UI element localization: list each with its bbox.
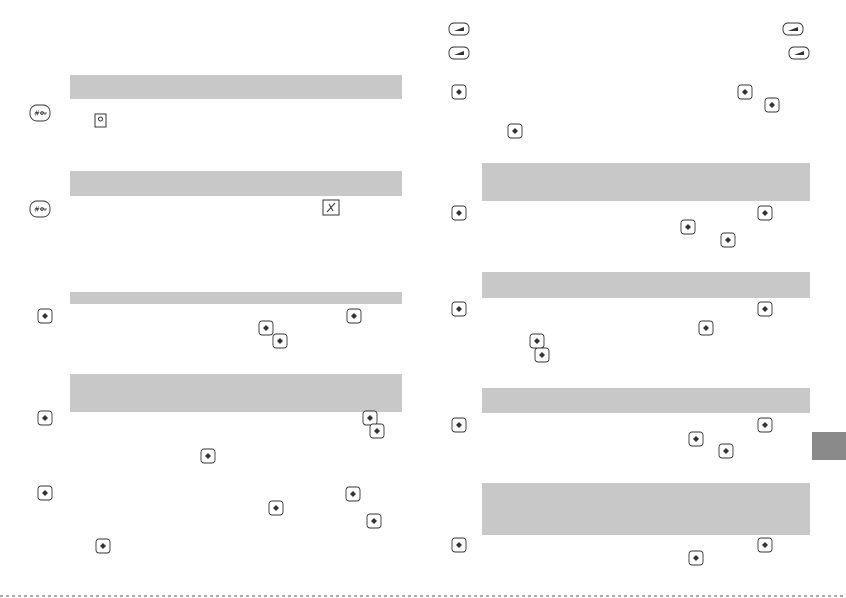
- nav-key: [369, 423, 385, 439]
- section-bar: [70, 171, 402, 196]
- nav-key: [757, 301, 773, 317]
- nav-key: [757, 417, 773, 433]
- nav-key: [737, 84, 753, 100]
- nav-key: [451, 537, 467, 553]
- nav-key: [757, 205, 773, 221]
- side-key: [782, 22, 804, 36]
- key-label: #: [34, 110, 40, 118]
- nav-key: [688, 431, 704, 447]
- nav-key: [95, 538, 111, 554]
- nav-key: [451, 301, 467, 317]
- nav-key: [757, 537, 773, 553]
- nav-key: [37, 485, 53, 501]
- nav-key: [688, 550, 704, 566]
- nav-key: [507, 123, 523, 139]
- nav-key: [718, 443, 734, 459]
- side-key: [448, 22, 470, 36]
- nav-key: [258, 320, 274, 336]
- nav-key: [200, 448, 216, 464]
- mute-icon-part: [326, 202, 336, 213]
- hash-key: #: [29, 104, 51, 122]
- nav-key: [268, 500, 284, 516]
- nav-key: [366, 513, 382, 529]
- nav-key: [362, 410, 378, 426]
- nav-key: [451, 417, 467, 433]
- section-bar: [482, 272, 810, 298]
- side-key: [788, 46, 810, 60]
- lock-icon-part: [98, 116, 103, 122]
- nav-key: [346, 308, 362, 324]
- hash-key: #: [29, 200, 51, 218]
- nav-key: [272, 333, 288, 349]
- chapter-tab: [812, 432, 846, 460]
- nav-key: [534, 347, 550, 363]
- nav-key: [529, 333, 545, 349]
- section-bar: [70, 374, 402, 412]
- section-bar: [482, 388, 810, 413]
- nav-key: [764, 97, 780, 113]
- section-bar: [70, 75, 402, 99]
- nav-key: [720, 232, 736, 248]
- side-key: [448, 46, 470, 60]
- nav-key: [451, 205, 467, 221]
- section-bar: [482, 163, 810, 201]
- nav-key: [37, 308, 53, 324]
- key-label: #: [34, 206, 40, 214]
- nav-key: [698, 320, 714, 336]
- nav-key: [451, 84, 467, 100]
- section-bar: [70, 292, 402, 304]
- nav-key: [37, 410, 53, 426]
- section-bar: [482, 483, 810, 535]
- nav-key: [680, 219, 696, 235]
- nav-key: [345, 486, 361, 502]
